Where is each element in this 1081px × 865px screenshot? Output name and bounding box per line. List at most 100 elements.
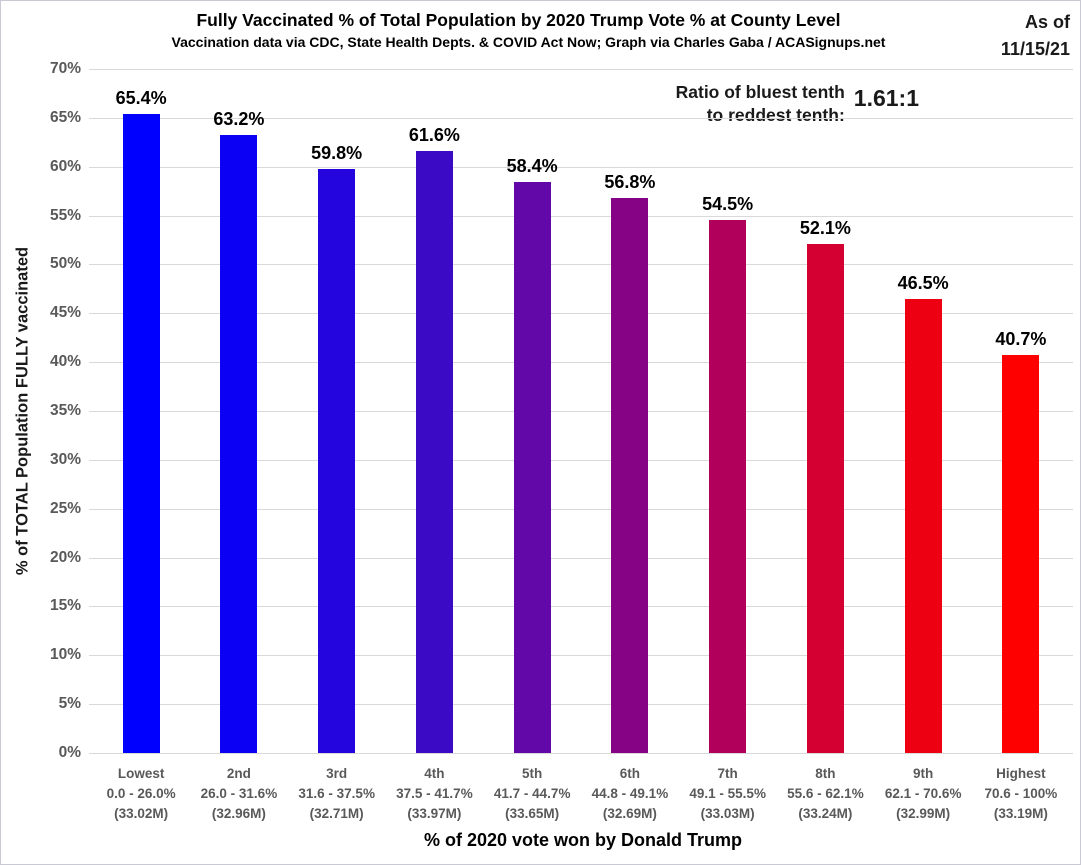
x-category-rank: Lowest: [117, 766, 165, 781]
x-category-range: 37.5 - 41.7%: [396, 786, 473, 801]
as-of-line2: 11/15/21: [1000, 39, 1070, 59]
bar: [122, 113, 160, 753]
y-tick-label: 35%: [49, 402, 81, 419]
x-category-range: 55.6 - 62.1%: [787, 786, 864, 801]
gridline: [89, 704, 1073, 706]
bar-value-label: 52.1%: [799, 217, 851, 238]
bar: [806, 243, 844, 753]
chart-title: Fully Vaccinated % of Total Population b…: [196, 10, 841, 30]
bar: [220, 135, 258, 753]
bar-value-label: 65.4%: [115, 87, 167, 108]
bar-value-label: 54.5%: [702, 194, 754, 215]
gridline: [89, 606, 1073, 608]
bar-value-label: 59.8%: [311, 142, 363, 163]
gridline: [89, 557, 1073, 559]
y-axis-title: % of TOTAL Population FULLY vaccinated: [13, 246, 32, 576]
bar-value-label: 58.4%: [506, 156, 558, 177]
x-category-range: 70.6 - 100%: [984, 786, 1058, 801]
gridline: [89, 508, 1073, 510]
y-tick-label: 65%: [49, 108, 81, 126]
y-tick-label: 30%: [49, 450, 81, 468]
gridline: [89, 69, 1073, 70]
y-tick-label: 25%: [49, 499, 81, 517]
gridline: [89, 362, 1073, 364]
x-axis-title: % of 2020 vote won by Donald Trump: [423, 830, 743, 850]
bar: [611, 197, 649, 753]
x-category-range: 26.0 - 31.6%: [200, 786, 278, 801]
y-tick-label: 60%: [49, 157, 81, 175]
x-category-range: 31.6 - 37.5%: [298, 786, 375, 801]
x-category-rank: 2nd: [226, 766, 251, 781]
x-category-label: 8th 55.6 - 62.1% (33.24M): [770, 764, 880, 824]
x-category-population: (32.71M): [309, 806, 364, 821]
x-category-label: 9th 62.1 - 70.6% (32.99M): [868, 764, 978, 824]
y-tick-label: 5%: [58, 695, 81, 713]
x-category-range: 41.7 - 44.7%: [493, 786, 571, 801]
gridline: [89, 117, 1073, 119]
bar: [415, 151, 453, 753]
x-category-population: (33.65M): [505, 806, 560, 821]
y-tick-label: 45%: [49, 304, 81, 322]
gridline: [89, 166, 1073, 168]
x-category-population: (32.69M): [602, 806, 657, 821]
chart-subtitle: Vaccination data via CDC, State Health D…: [171, 34, 886, 50]
x-category-population: (33.02M): [114, 806, 169, 821]
gridline: [89, 655, 1073, 657]
x-category-rank: 4th: [424, 766, 445, 781]
x-category-population: (33.03M): [700, 806, 755, 821]
ratio-annotation: Ratio of bluest tenth to reddest tenth: …: [599, 81, 919, 127]
y-tick-label: 10%: [49, 646, 81, 664]
x-category-population: (32.96M): [211, 806, 266, 821]
ratio-label-line1: Ratio of bluest tenth: [675, 82, 845, 102]
y-tick-label: 0%: [58, 744, 81, 761]
x-category-label: 3rd 31.6 - 37.5% (32.71M): [282, 764, 392, 824]
gridline: [89, 459, 1073, 461]
x-category-range: 0.0 - 26.0%: [106, 786, 176, 801]
bar: [513, 182, 551, 753]
bar-value-label: 46.5%: [897, 272, 949, 293]
x-category-population: (33.19M): [993, 806, 1048, 821]
x-category-rank: 6th: [619, 766, 641, 781]
gridline: [89, 753, 1073, 754]
y-tick-label: 55%: [49, 206, 81, 224]
gridline: [89, 411, 1073, 412]
x-category-rank: 5th: [522, 766, 543, 781]
x-category-label: Highest 70.6 - 100% (33.19M): [966, 764, 1076, 824]
x-category-rank: Highest: [996, 766, 1046, 781]
x-category-range: 62.1 - 70.6%: [884, 786, 962, 801]
bar-value-label: 61.6%: [408, 125, 460, 146]
x-category-range: 44.8 - 49.1%: [591, 786, 669, 801]
gridline: [89, 264, 1073, 266]
x-category-population: (33.24M): [798, 806, 853, 821]
bar-value-label: 56.8%: [604, 171, 656, 192]
y-tick-label: 15%: [49, 597, 81, 615]
gridline: [89, 313, 1073, 315]
y-tick-label: 50%: [49, 255, 81, 273]
x-category-label: 4th 37.5 - 41.7% (33.97M): [379, 764, 489, 824]
bar-value-label: 63.2%: [213, 109, 265, 130]
ratio-annotation-label: Ratio of bluest tenth to reddest tenth:: [599, 81, 845, 127]
y-tick-label: 40%: [49, 353, 81, 371]
x-category-label: 7th 49.1 - 55.5% (33.03M): [673, 764, 783, 824]
ratio-annotation-value: 1.61:1: [853, 85, 919, 111]
x-category-label: 2nd 26.0 - 31.6% (32.96M): [184, 764, 294, 824]
x-category-rank: 9th: [913, 766, 934, 781]
bar: [1002, 355, 1040, 753]
x-category-rank: 8th: [815, 766, 836, 781]
y-tick-label: 20%: [49, 548, 81, 566]
x-category-label: 5th 41.7 - 44.7% (33.65M): [477, 764, 587, 824]
x-category-range: 49.1 - 55.5%: [689, 786, 766, 801]
x-category-label: Lowest 0.0 - 26.0% (33.02M): [86, 764, 196, 824]
y-tick-label: 70%: [49, 60, 81, 77]
gridline: [89, 215, 1073, 217]
ratio-label-line2: to reddest tenth:: [706, 105, 845, 126]
x-category-population: (32.99M): [896, 806, 951, 821]
bar: [904, 298, 942, 753]
x-category-rank: 3rd: [326, 766, 348, 781]
x-category-population: (33.97M): [407, 806, 462, 821]
bar: [318, 168, 356, 753]
bar: [709, 220, 747, 753]
as-of-line1: As of: [1025, 12, 1070, 32]
bar-value-label: 40.7%: [995, 329, 1047, 350]
